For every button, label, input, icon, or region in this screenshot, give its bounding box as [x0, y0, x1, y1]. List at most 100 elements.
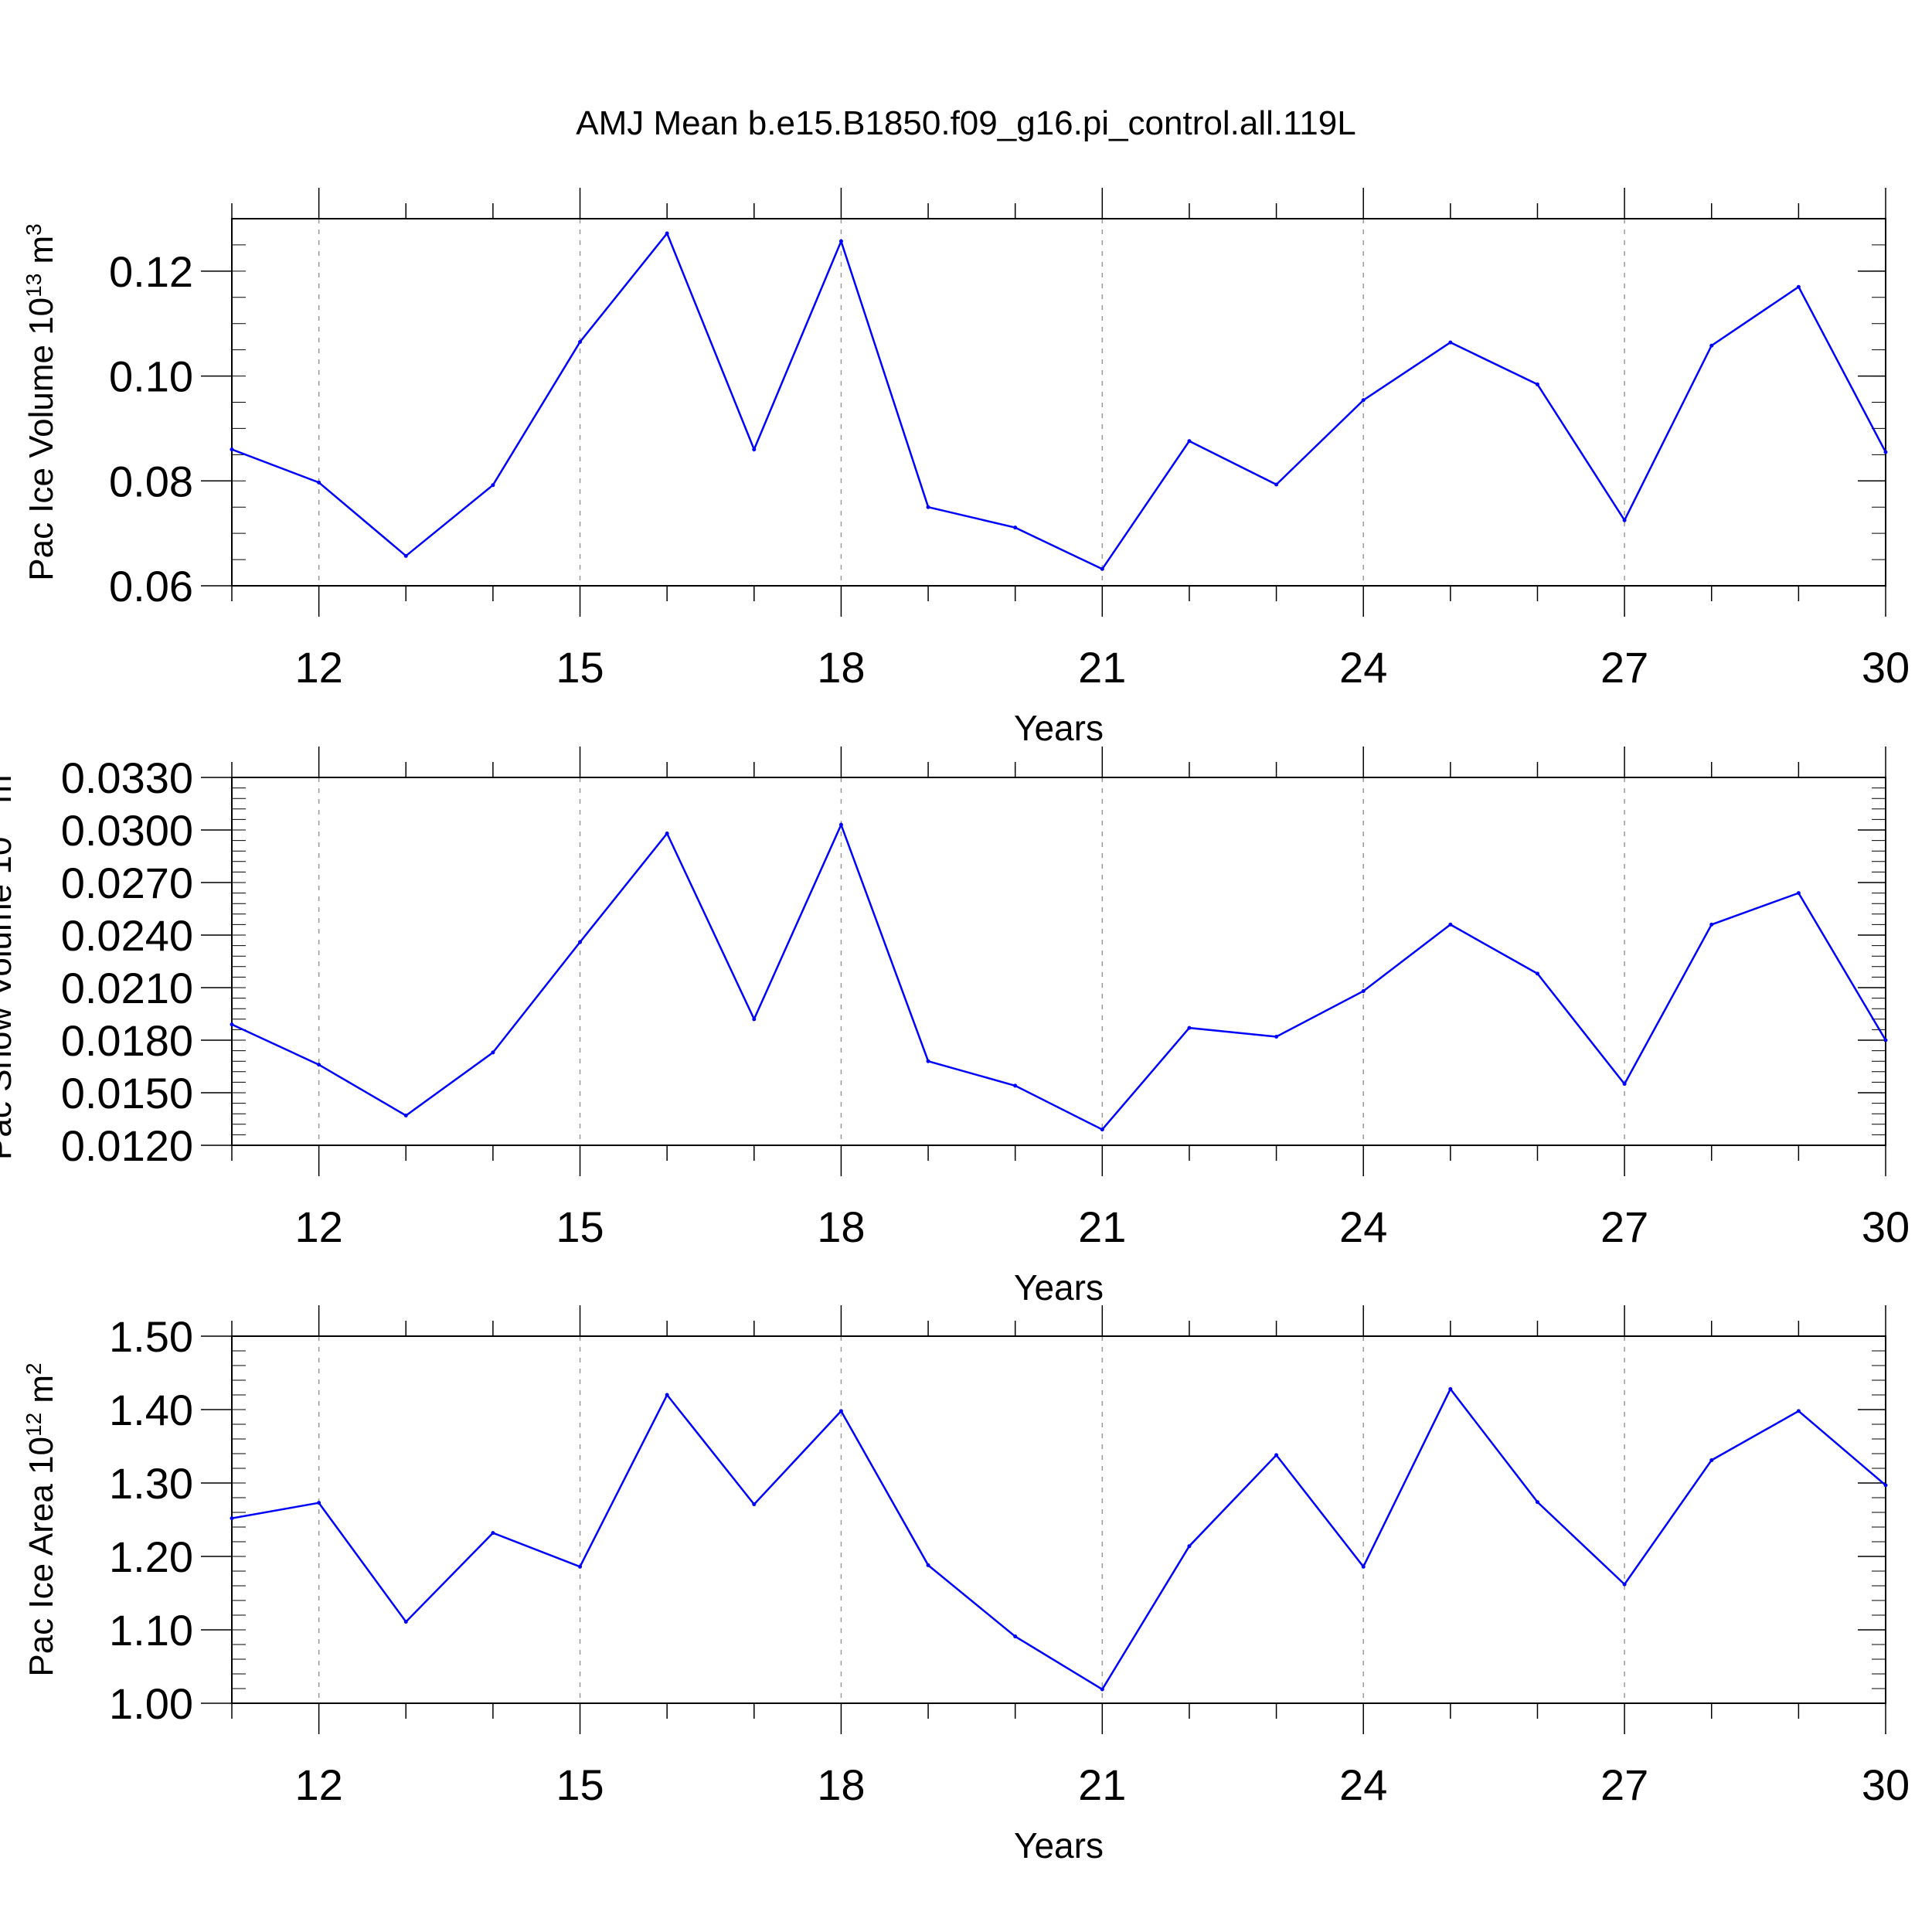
data-point: [1622, 1082, 1627, 1087]
y-axis-label-unit: m: [22, 236, 60, 274]
data-point: [403, 553, 408, 558]
data-point: [1796, 284, 1801, 289]
y-axis-label-exponent: 13: [22, 274, 46, 298]
data-point: [1796, 1409, 1801, 1413]
x-tick-label: 12: [294, 643, 342, 692]
y-tick-label: 0.0210: [61, 964, 193, 1012]
data-point: [317, 1063, 321, 1067]
y-tick-label: 0.08: [109, 457, 193, 505]
data-point: [1883, 1483, 1888, 1488]
y-tick-label: 0.06: [109, 562, 193, 611]
x-tick-label: 21: [1078, 643, 1126, 692]
figure-title: AMJ Mean b.e15.B1850.f09_g16.pi_control.…: [576, 104, 1356, 142]
x-axis-label: Years: [1014, 708, 1104, 748]
data-point: [838, 822, 843, 827]
y-tick-label: 0.0270: [61, 859, 193, 907]
data-point: [1622, 518, 1627, 522]
plot-frame: [231, 777, 1886, 1146]
data-point: [1274, 1453, 1279, 1458]
x-tick-label: 24: [1339, 1760, 1387, 1809]
series-line: [232, 1387, 1886, 1691]
data-point: [317, 480, 321, 485]
data-point: [665, 231, 669, 236]
data-point: [838, 1409, 843, 1413]
series-line: [232, 821, 1886, 1131]
data-point: [1274, 482, 1279, 487]
data-point: [578, 1564, 583, 1569]
y-axis-label-exponent: 13: [0, 813, 4, 837]
data-point: [1100, 1128, 1104, 1132]
y-axis-label: Pac Snow Volume 1013 m3: [0, 763, 19, 1160]
y-tick-label: 1.40: [109, 1386, 193, 1434]
x-tick-label: 21: [1078, 1202, 1126, 1251]
data-point: [1709, 343, 1714, 348]
y-axis-label-text: Pac Snow Volume 10: [0, 837, 19, 1160]
data-point: [1883, 450, 1888, 454]
y-tick-label: 1.10: [109, 1606, 193, 1655]
data-point: [926, 1563, 930, 1567]
x-axis-label: Years: [1014, 1267, 1104, 1308]
series-line: [232, 231, 1886, 570]
y-axis-label-unit-exponent: 3: [0, 763, 4, 775]
x-tick-label: 15: [556, 643, 604, 692]
x-tick-label: 30: [1862, 643, 1910, 692]
x-tick-label: 27: [1600, 643, 1648, 692]
x-tick-label: 30: [1862, 1760, 1910, 1809]
data-point: [1448, 1386, 1453, 1391]
x-tick-label: 18: [817, 1202, 865, 1251]
x-tick-label: 15: [556, 1760, 604, 1809]
data-point: [1361, 398, 1366, 403]
data-point: [1709, 1458, 1714, 1463]
y-axis-label-unit-exponent: 2: [22, 1362, 46, 1375]
x-tick-label: 27: [1600, 1760, 1648, 1809]
data-point: [491, 483, 495, 488]
data-point: [752, 1502, 757, 1507]
panel-ice-volume: 12 15 18 21 24 27 30 0.06 0.08 0.10 0.12 Years Pac I…: [22, 188, 1910, 748]
data-point: [1274, 1034, 1279, 1039]
data-point: [230, 1516, 234, 1521]
data-point: [1100, 566, 1104, 571]
data-point: [317, 1501, 321, 1505]
data-point: [1622, 1582, 1627, 1587]
data-point: [1535, 971, 1539, 976]
data-point: [1535, 1500, 1539, 1505]
y-tick-label: 0.0240: [61, 911, 193, 960]
y-tick-label: 1.50: [109, 1312, 193, 1361]
y-tick-label: 0.0120: [61, 1121, 193, 1170]
data-point: [1187, 1544, 1192, 1549]
data-point: [1187, 1026, 1192, 1030]
data-point: [1013, 526, 1018, 530]
x-tick-label: 24: [1339, 1202, 1387, 1251]
y-tick-label: 1.20: [109, 1532, 193, 1581]
data-point: [578, 940, 583, 944]
x-tick-label: 18: [817, 643, 865, 692]
y-tick-label: 0.0180: [61, 1016, 193, 1065]
x-tick-label: 12: [294, 1760, 342, 1809]
data-point: [1535, 382, 1539, 386]
y-tick-label: 0.12: [109, 247, 193, 296]
x-tick-label: 12: [294, 1202, 342, 1251]
y-tick-label: 1.30: [109, 1459, 193, 1508]
y-axis-label-text: Pac Ice Area 10: [22, 1437, 60, 1677]
data-point: [491, 1050, 495, 1055]
data-point: [578, 339, 583, 344]
y-tick-label: 1.00: [109, 1679, 193, 1728]
data-point: [752, 447, 757, 452]
data-point: [403, 1113, 408, 1117]
x-tick-label: 24: [1339, 643, 1387, 692]
data-point: [1013, 1634, 1018, 1639]
plot-frame: [231, 1335, 1886, 1704]
y-axis-label-exponent: 12: [22, 1413, 46, 1437]
y-tick-label: 0.0330: [61, 753, 193, 802]
y-axis-label-unit: m: [22, 1375, 60, 1413]
x-axis-label: Years: [1014, 1825, 1104, 1866]
data-point: [230, 1022, 234, 1027]
data-point: [1361, 1564, 1366, 1569]
y-axis-label: Pac Ice Area 1012 m2: [22, 1362, 61, 1676]
data-point: [1448, 340, 1453, 345]
x-tick-label: 27: [1600, 1202, 1648, 1251]
y-axis-label-text: Pac Ice Volume 10: [22, 298, 60, 581]
y-axis-label: Pac Ice Volume 1013 m3: [22, 223, 61, 581]
data-point: [1187, 439, 1192, 444]
